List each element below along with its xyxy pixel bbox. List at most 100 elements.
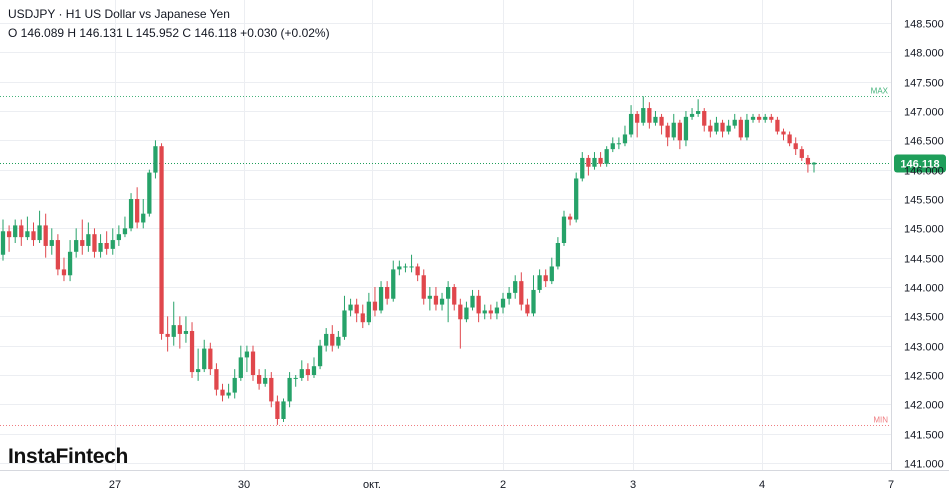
candle-body [647,108,652,123]
current-price-badge [894,154,946,173]
candle [659,113,664,135]
candle-body [13,225,18,238]
candle-body [324,333,329,346]
candle-body [37,225,42,241]
candle-body [738,119,743,138]
candle-body [702,111,707,126]
candle-body [195,369,201,373]
current-price-label: 146.118 [900,159,939,171]
candle [446,281,451,323]
candle [665,122,670,147]
candle-body [189,331,195,373]
candle-body [677,122,682,141]
candle [756,113,762,123]
candle [531,275,536,317]
candle-body [305,369,311,375]
candle [391,260,396,302]
candle [598,152,603,167]
candle [159,143,164,340]
candle [482,304,487,320]
candle [549,257,554,285]
candle-body [604,149,609,164]
y-tick-label: 142.000 [904,400,944,412]
candle [635,111,640,138]
candle [720,119,725,138]
candle-body [147,172,152,214]
candle-body [659,116,664,126]
price-levels: MAX MIN 146.118 [0,87,946,426]
candle-body [220,389,225,396]
candle-body [775,119,780,132]
candle [567,213,573,226]
candle-body [403,266,408,268]
candle-body [342,310,347,337]
candle-body [720,122,725,132]
candle [622,125,628,147]
candle [744,113,750,141]
candle-body [348,304,353,311]
candle [513,275,518,299]
candle-body [98,243,103,252]
candle [177,316,182,349]
candle-body [689,113,695,117]
y-tick-label: 145.000 [904,224,944,236]
candle-body [513,281,518,293]
candle [354,298,359,323]
y-tick-label: 141.500 [904,430,944,442]
x-tick-label: окт. [363,479,381,491]
candle-body [500,298,506,308]
candle-body [610,143,615,150]
candle [275,395,280,425]
candle [726,119,731,135]
candle [67,240,73,282]
x-axis: 27 30 окт. 2 3 4 7 [0,470,949,491]
x-tick-label: 2 [500,479,506,491]
candle-body [86,234,91,246]
candle [135,187,140,229]
candle [476,289,481,323]
candle [293,375,298,387]
candle-body [153,146,158,173]
candle-body [476,295,481,314]
candle-body [385,287,390,299]
candle [305,363,311,381]
candle-body [635,113,640,123]
candle-body [135,199,140,223]
candle-body [330,333,335,346]
candle [202,339,207,373]
candle [561,210,567,246]
candle [452,284,457,311]
candle-body [397,266,402,270]
candle [25,216,30,241]
candle [610,137,615,153]
candle [43,213,48,258]
candle-body [616,143,622,145]
candle [153,140,158,179]
candle [330,325,335,352]
candle-body [811,162,817,165]
ohlc-readout: O 146.089 H 146.131 L 145.952 C 146.118 … [8,26,330,40]
candle [677,119,682,150]
candle [324,328,329,352]
candle-body [592,157,597,167]
candle-body [543,275,548,282]
candle-body [506,292,512,299]
candle [55,234,61,276]
candle-body [415,266,420,276]
candle-body [159,146,164,334]
candle-body [391,269,396,299]
y-tick-label: 148.000 [904,48,944,60]
candle [519,272,524,311]
candle [342,295,347,340]
candle-body [567,216,573,220]
candle [104,231,109,255]
candle [787,131,792,147]
candle-body [49,240,54,246]
candle [299,360,304,381]
x-tick-label: 30 [238,479,250,491]
candle-body [531,289,536,314]
candle-body [372,301,378,311]
candle-body [769,116,774,120]
candle [6,225,12,252]
